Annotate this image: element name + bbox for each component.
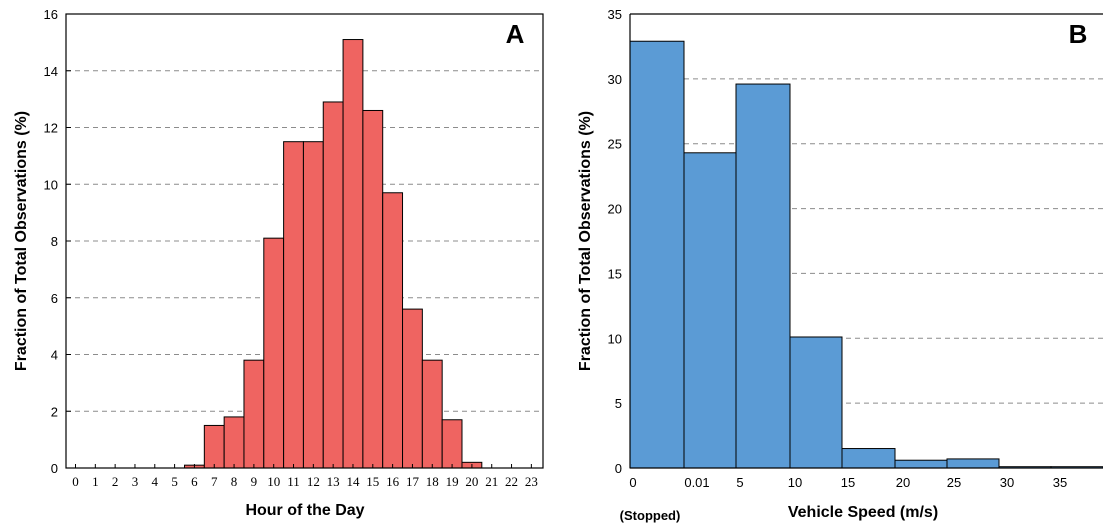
panel-b-x-tick-label: 5	[736, 475, 743, 490]
panel-a-x-tick-label: 21	[485, 474, 498, 489]
panel-a-y-tick-label: 6	[51, 291, 58, 306]
panel-a-bar	[283, 141, 304, 469]
panel-a-bar	[402, 308, 423, 469]
panel-b-y-tick-label: 20	[608, 202, 622, 217]
panel-b-x-tick-label: 0	[629, 475, 636, 490]
panel-a-x-tick-label: 19	[446, 474, 459, 489]
panel-a-y-tick-label: 8	[51, 234, 58, 249]
panel-a: Fraction of Total Observations (%) Hour …	[13, 7, 544, 519]
panel-b-x-tick-label: 25	[947, 475, 961, 490]
panel-a-x-tick-label: 6	[191, 474, 198, 489]
panel-a-x-tick-label: 5	[171, 474, 178, 489]
panel-b-x-tick-label: 35	[1053, 475, 1067, 490]
panel-a-bar	[223, 416, 245, 469]
panel-b-y-tick-label: 30	[608, 72, 622, 87]
panel-a-x-tick-label: 7	[211, 474, 218, 489]
panel-a-x-tick-label: 8	[231, 474, 238, 489]
panel-a-x-tick-label: 11	[287, 474, 300, 489]
panel-b-x-tick-label: 30	[1000, 475, 1014, 490]
panel-a-bar	[322, 101, 344, 469]
panel-a-y-tick-label: 14	[44, 64, 58, 79]
panel-b-x-tick-label: 10	[788, 475, 802, 490]
panel-b-bar	[894, 459, 948, 469]
panel-a-x-tick-label: 1	[92, 474, 99, 489]
panel-a-bar	[342, 39, 364, 469]
panel-a-x-tick-label: 9	[251, 474, 258, 489]
panel-b-y-tick-label: 35	[608, 7, 622, 22]
panel-a-y-tick-label: 0	[51, 461, 58, 476]
panel-a-y-tick-label: 10	[44, 177, 58, 192]
panel-a-plot-frame	[65, 13, 544, 469]
panel-a-x-tick-label: 12	[307, 474, 320, 489]
panel-b-bar	[683, 152, 737, 469]
panel-b-x-tick-label: 20	[896, 475, 910, 490]
panel-a-bar	[441, 419, 463, 469]
panel-a-x-axis-title: Hour of the Day	[245, 502, 364, 519]
panel-a-x-tick-label: 20	[465, 474, 478, 489]
panel-b-bar	[735, 83, 791, 469]
panel-b-y-tick-label: 0	[615, 461, 622, 476]
panel-b-label: B	[1069, 19, 1088, 49]
panel-b-bar	[789, 336, 843, 469]
panel-a-y-tick-label: 4	[51, 348, 58, 363]
panel-a-x-tick-label: 22	[505, 474, 518, 489]
panel-a-bar	[302, 141, 324, 469]
panel-a-x-tick-label: 17	[406, 474, 420, 489]
panel-b-y-tick-label: 10	[608, 331, 622, 346]
panel-b-stopped-note: (Stopped)	[620, 508, 681, 523]
panel-a-bar	[362, 109, 384, 469]
panel-b-bar	[841, 448, 896, 469]
panel-b-bar	[946, 458, 1000, 469]
panel-a-bar	[421, 359, 443, 469]
panel-b-bar	[629, 40, 685, 469]
panel-b-x-tick-label: 0.01	[684, 475, 709, 490]
panel-b-y-axis-title: Fraction of Total Observations (%)	[577, 111, 594, 371]
panel-a-bar	[203, 424, 225, 469]
panel-a-x-tick-label: 0	[72, 474, 79, 489]
panel-a-label: A	[506, 19, 525, 49]
panel-b-y-tick-label: 15	[608, 266, 622, 281]
panel-a-x-tick-label: 13	[327, 474, 340, 489]
panel-a-bar	[243, 359, 265, 469]
panel-a-x-tick-label: 10	[267, 474, 280, 489]
panel-a-x-tick-label: 2	[112, 474, 119, 489]
panel-a-y-tick-label: 2	[51, 404, 58, 419]
panel-a-x-tick-label: 14	[346, 474, 360, 489]
panel-b: Fraction of Total Observations (%) Vehic…	[577, 7, 1103, 523]
panel-b-y-tick-label: 5	[615, 396, 622, 411]
panel-a-x-tick-label: 4	[152, 474, 159, 489]
panel-a-y-axis-title: Fraction of Total Observations (%)	[13, 111, 30, 371]
panel-b-x-tick-label: 15	[841, 475, 855, 490]
panel-a-y-tick-label: 16	[44, 7, 58, 22]
panel-a-x-tick-label: 23	[525, 474, 538, 489]
panel-a-x-tick-label: 3	[132, 474, 139, 489]
panel-b-x-axis-title: Vehicle Speed (m/s)	[788, 504, 938, 521]
panel-a-x-tick-label: 16	[386, 474, 400, 489]
panel-a-x-tick-label: 15	[366, 474, 379, 489]
panel-a-x-tick-label: 18	[426, 474, 439, 489]
panel-a-bar	[382, 192, 404, 469]
panel-a-y-tick-label: 12	[44, 121, 58, 136]
panel-b-y-tick-label: 25	[608, 137, 622, 152]
panel-a-bar	[263, 237, 285, 469]
